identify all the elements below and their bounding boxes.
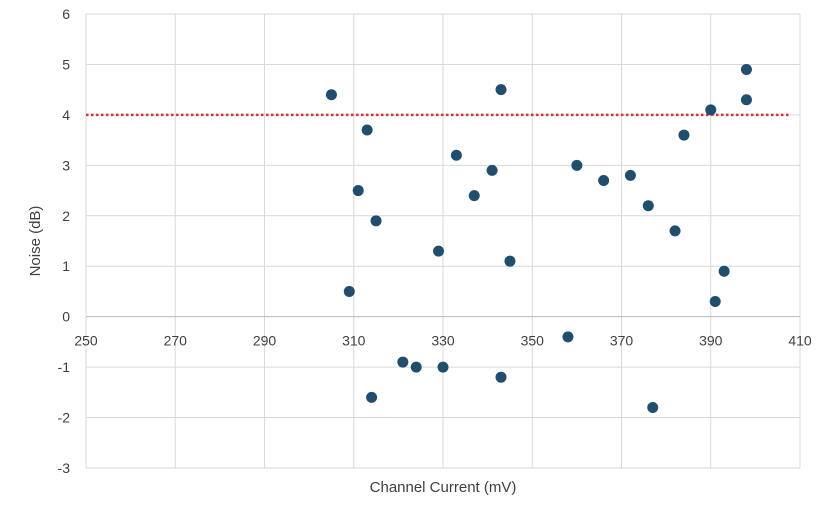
y-axis-ticks: -3 -2 -1 0 1 2 3 4 5 6 [58, 6, 71, 476]
data-point [325, 89, 337, 101]
data-point [678, 129, 690, 141]
y-tick-label: -1 [58, 359, 71, 375]
data-point [495, 84, 507, 96]
y-tick-label: -3 [58, 460, 71, 476]
data-point [647, 401, 659, 413]
y-tick-label: 3 [62, 157, 70, 173]
data-point [361, 124, 373, 136]
x-tick-label: 310 [342, 333, 366, 349]
y-tick-label: 4 [62, 107, 70, 123]
x-tick-label: 370 [610, 333, 634, 349]
x-tick-label: 250 [74, 333, 98, 349]
data-point [343, 285, 355, 297]
data-point [598, 174, 610, 186]
x-tick-label: 270 [164, 333, 188, 349]
x-tick-label: 330 [431, 333, 455, 349]
data-point [366, 391, 378, 403]
x-axis-title: Channel Current (mV) [370, 479, 517, 496]
data-point [624, 169, 636, 181]
data-point [718, 265, 730, 277]
data-point [486, 164, 498, 176]
x-tick-label: 350 [521, 333, 545, 349]
data-point [370, 215, 382, 227]
data-point [468, 190, 480, 202]
y-tick-label: 1 [62, 258, 70, 274]
x-tick-label: 390 [699, 333, 723, 349]
data-point [705, 104, 717, 116]
y-tick-label: 0 [62, 309, 70, 325]
x-tick-label: 410 [788, 333, 812, 349]
y-tick-label: 2 [62, 208, 70, 224]
data-point [504, 255, 516, 267]
y-tick-label: -2 [58, 410, 71, 426]
x-axis-ticks: 250 270 290 310 330 350 370 390 410 [74, 333, 812, 349]
y-tick-label: 6 [62, 6, 70, 22]
data-point [352, 185, 364, 197]
x-tick-label: 290 [253, 333, 277, 349]
data-point [571, 159, 583, 171]
data-point [669, 225, 681, 237]
data-point [642, 200, 654, 212]
data-point [433, 245, 445, 257]
data-points [325, 63, 752, 413]
data-point [740, 94, 752, 106]
data-point [410, 361, 422, 373]
data-point [397, 356, 409, 368]
data-point [562, 331, 574, 343]
data-point [709, 296, 721, 308]
y-axis-title: Noise (dB) [27, 206, 44, 277]
data-point [495, 371, 507, 383]
data-point [450, 149, 462, 161]
y-tick-label: 5 [62, 56, 70, 72]
grid [85, 13, 801, 469]
data-point [740, 63, 752, 75]
data-point [437, 361, 449, 373]
